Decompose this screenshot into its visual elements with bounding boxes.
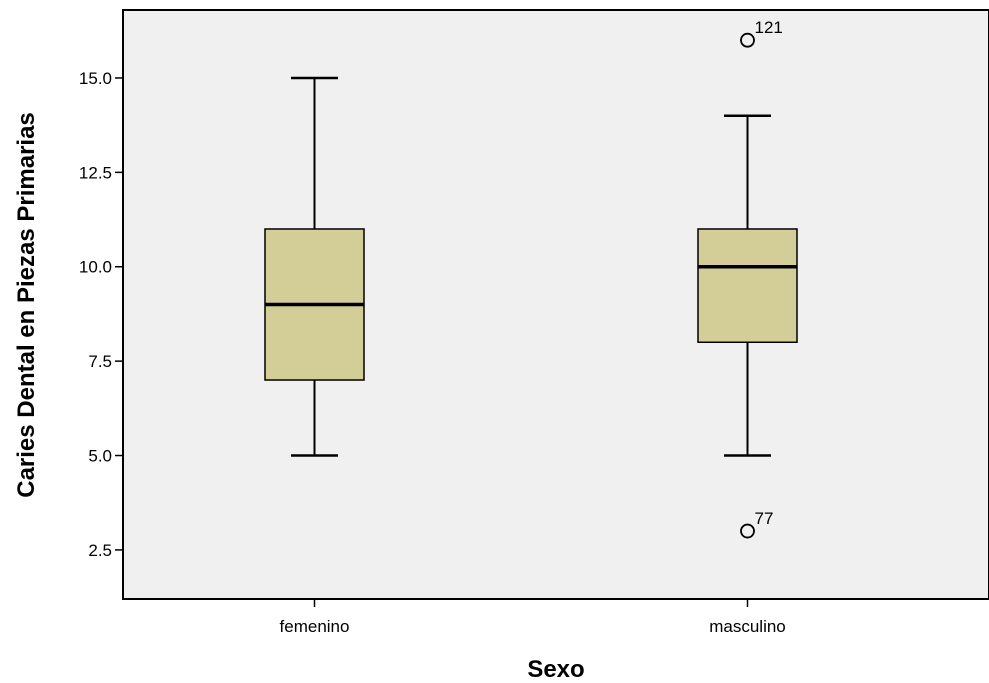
iqr-box (697, 228, 798, 344)
x-axis-title: Sexo (527, 656, 584, 683)
x-axis: femenino masculino (280, 599, 786, 636)
x-category-label: masculino (709, 617, 786, 636)
y-tick-label: 15.0 (79, 69, 112, 88)
outlier-label: 121 (755, 18, 783, 37)
y-axis-title: Caries Dental en Piezas Primarias (13, 112, 40, 498)
box-femenino (264, 76, 365, 457)
y-tick-label: 10.0 (79, 258, 112, 277)
plot-area (122, 9, 989, 600)
outlier-label: 77 (755, 509, 774, 528)
box-masculino: 121 77 (697, 18, 798, 539)
y-tick-label: 5.0 (88, 447, 112, 466)
y-tick-label: 2.5 (88, 541, 112, 560)
y-tick-label: 12.5 (79, 163, 112, 182)
boxes-group: 121 77 (264, 18, 798, 539)
x-category-label: femenino (280, 617, 350, 636)
outlier-point (740, 32, 755, 48)
outlier-point (740, 523, 755, 539)
y-tick-label: 7.5 (88, 352, 112, 371)
y-axis: 2.5 5.0 7.5 10.0 12.5 15.0 (79, 69, 123, 560)
